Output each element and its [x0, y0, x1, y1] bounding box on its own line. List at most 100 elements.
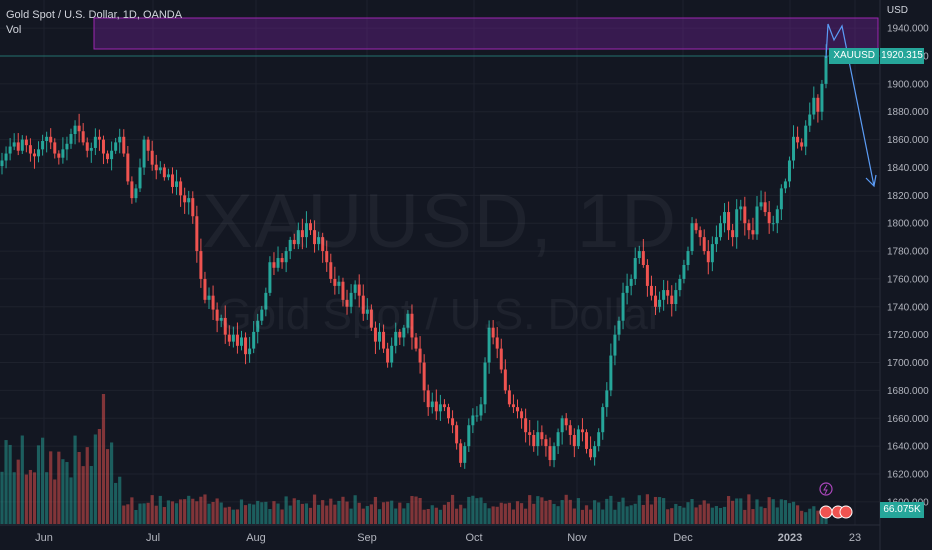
- time-tick-label: Aug: [246, 532, 266, 544]
- candle-body: [45, 136, 49, 141]
- volume-bar: [312, 494, 317, 524]
- candle-body: [442, 404, 446, 408]
- volume-bar: [775, 507, 779, 524]
- event-icons[interactable]: [819, 482, 853, 519]
- candle-body: [81, 131, 85, 143]
- candle-body: [491, 327, 495, 338]
- candle-body: [235, 334, 239, 346]
- lightning-icon[interactable]: [819, 482, 833, 496]
- time-axis[interactable]: Jun Jul Aug Sep Oct Nov Dec 2023 23: [35, 532, 861, 544]
- candle-body: [101, 139, 105, 154]
- candle-body: [666, 290, 670, 296]
- volume-bar: [260, 502, 264, 524]
- candle-body: [609, 355, 613, 391]
- candle-body: [41, 140, 45, 150]
- candle-body: [658, 299, 662, 307]
- volume-bar: [252, 504, 256, 524]
- candle-body: [260, 309, 264, 321]
- time-tick-label: Sep: [357, 532, 377, 544]
- volume-bar: [483, 503, 487, 524]
- candle-body: [0, 160, 4, 167]
- volume-bar: [77, 451, 81, 524]
- volume-bar: [235, 509, 240, 524]
- candle-body: [767, 212, 771, 224]
- volume-bar: [361, 508, 365, 524]
- event-icon-us-flag[interactable]: [819, 505, 833, 519]
- symbol-title[interactable]: Gold Spot / U.S. Dollar, 1D, OANDA: [6, 9, 183, 21]
- volume-bar: [272, 501, 276, 524]
- candle-body: [759, 202, 763, 207]
- candle-body: [503, 369, 507, 391]
- event-icon-us-flag-3[interactable]: [839, 505, 853, 519]
- candle-body: [377, 331, 381, 342]
- volume-bar: [122, 505, 126, 524]
- volume-bar: [345, 501, 349, 524]
- candle-body: [572, 434, 576, 447]
- candle-body: [682, 265, 686, 279]
- volume-bar: [568, 499, 572, 524]
- candle-body: [49, 136, 53, 143]
- candle-body: [329, 262, 333, 279]
- candle-body: [621, 292, 625, 321]
- candle-body: [698, 230, 702, 238]
- candle-body: [118, 136, 122, 143]
- volume-bar: [560, 500, 564, 524]
- volume-label[interactable]: Vol: [6, 24, 22, 36]
- volume-bar: [455, 508, 459, 524]
- volume-bar: [57, 451, 61, 524]
- candle-body: [804, 125, 808, 147]
- candle-body: [467, 425, 471, 447]
- candle-body: [16, 142, 20, 151]
- candle-body: [824, 56, 828, 84]
- candle-body: [227, 334, 231, 342]
- candle-body: [755, 206, 759, 235]
- price-tick-label: 1840.000: [887, 163, 929, 174]
- volume-bar: [4, 440, 8, 524]
- candle-body: [199, 251, 203, 279]
- volume-bar: [292, 498, 296, 524]
- volume-bar: [657, 497, 662, 524]
- candle-body: [735, 209, 739, 238]
- candle-body: [727, 212, 731, 231]
- volume-bar: [398, 502, 402, 524]
- price-tick-label: 1820.000: [887, 191, 929, 202]
- volume-bar: [296, 499, 300, 524]
- candle-body: [402, 327, 406, 338]
- volume-bar: [300, 503, 304, 524]
- volume-bar: [187, 495, 191, 524]
- projection-path[interactable]: [825, 23, 877, 188]
- volume-bar: [588, 509, 593, 524]
- candle-body: [280, 258, 284, 263]
- volume-bar: [239, 499, 244, 524]
- volume-bar: [682, 507, 686, 524]
- time-tick-label: Oct: [465, 532, 482, 544]
- price-scale[interactable]: 1940.0001920.0001900.0001880.0001860.000…: [887, 24, 929, 509]
- candle-body: [662, 290, 666, 300]
- volume-bar: [191, 498, 195, 524]
- volume-bar: [20, 435, 24, 524]
- candle-body: [718, 223, 722, 238]
- volume-bar: [207, 503, 211, 524]
- volume-bar: [422, 509, 426, 524]
- volume-bar: [138, 503, 142, 524]
- resistance-zone[interactable]: [93, 17, 879, 50]
- volume-bar: [763, 508, 767, 524]
- price-tick-label: 1640.000: [887, 442, 929, 453]
- candle-body: [126, 153, 130, 182]
- volume-bar: [645, 494, 649, 524]
- candle-body: [528, 432, 532, 435]
- volume-bar: [670, 508, 674, 524]
- candle-body: [511, 404, 515, 408]
- time-tick-label: 2023: [778, 532, 802, 544]
- candle-body: [219, 317, 223, 321]
- volume-bar: [276, 503, 280, 524]
- volume-bar: [243, 505, 248, 524]
- time-tick-label: Jun: [35, 532, 53, 544]
- candle-body: [207, 295, 211, 300]
- volume-bar: [597, 502, 601, 524]
- currency-label[interactable]: USD: [886, 5, 908, 16]
- candle-body: [8, 146, 12, 154]
- candle-body: [146, 139, 150, 151]
- volume-bar: [475, 498, 479, 524]
